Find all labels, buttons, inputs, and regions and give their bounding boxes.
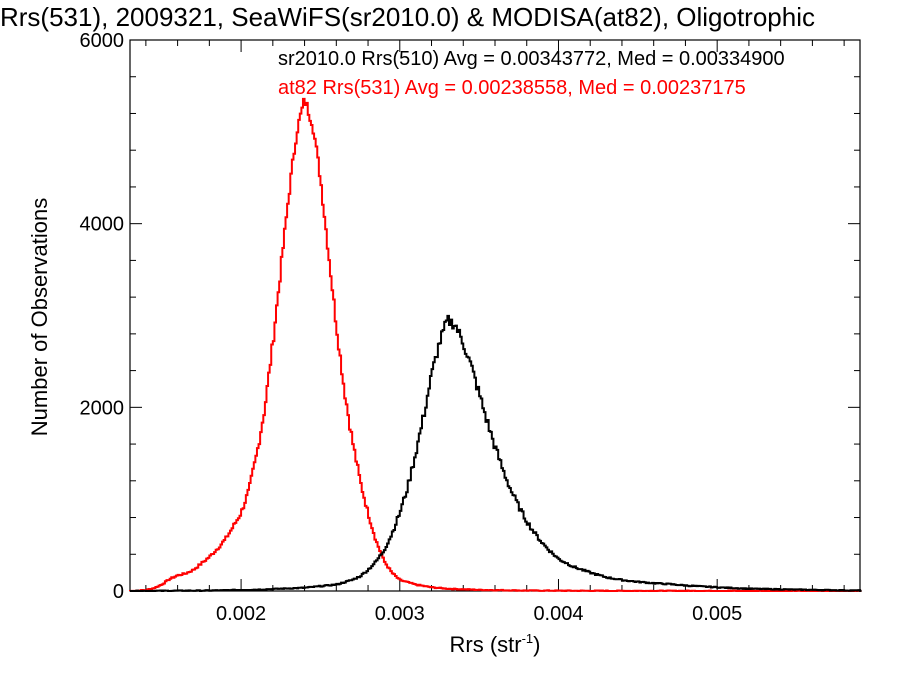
series-layer — [129, 97, 862, 592]
tick-labels: 0.002 0.003 0.004 0.005 0 2000 4000 6000 — [80, 30, 743, 625]
x-tick-label: 0.003 — [375, 603, 425, 625]
y-tick-label: 4000 — [80, 214, 125, 236]
x-tick-label: 0.002 — [216, 603, 266, 625]
x-axis-label-superscript: -1 — [522, 631, 534, 646]
plot-frame — [129, 39, 861, 592]
annotation-area: sr2010.0 Rrs(510) Avg = 0.00343772, Med … — [0, 40, 900, 110]
y-tick-label: 2000 — [80, 397, 125, 419]
x-axis-label: Rrs (str-1) — [450, 631, 541, 657]
axes — [129, 39, 861, 592]
x-tick-label: 0.004 — [533, 603, 583, 625]
annotation-sr2010: sr2010.0 Rrs(510) Avg = 0.00343772, Med … — [278, 48, 785, 70]
series-sr2010-histogram — [130, 314, 862, 592]
y-tick-label: 6000 — [80, 30, 125, 52]
title-area: Rrs(531), 2009321, SeaWiFS(sr2010.0) & M… — [0, 0, 900, 40]
chart-title: Rrs(531), 2009321, SeaWiFS(sr2010.0) & M… — [0, 2, 816, 32]
x-axis-label-main: Rrs (str — [450, 632, 522, 657]
y-axis-label: Number of Observations — [27, 198, 52, 436]
annotation-at82: at82 Rrs(531) Avg = 0.00238558, Med = 0.… — [278, 77, 746, 99]
series-at82-histogram — [129, 97, 862, 592]
x-axis-label-end: ) — [533, 632, 540, 657]
x-tick-label: 0.005 — [692, 603, 742, 625]
y-tick-label: 0 — [113, 581, 124, 603]
